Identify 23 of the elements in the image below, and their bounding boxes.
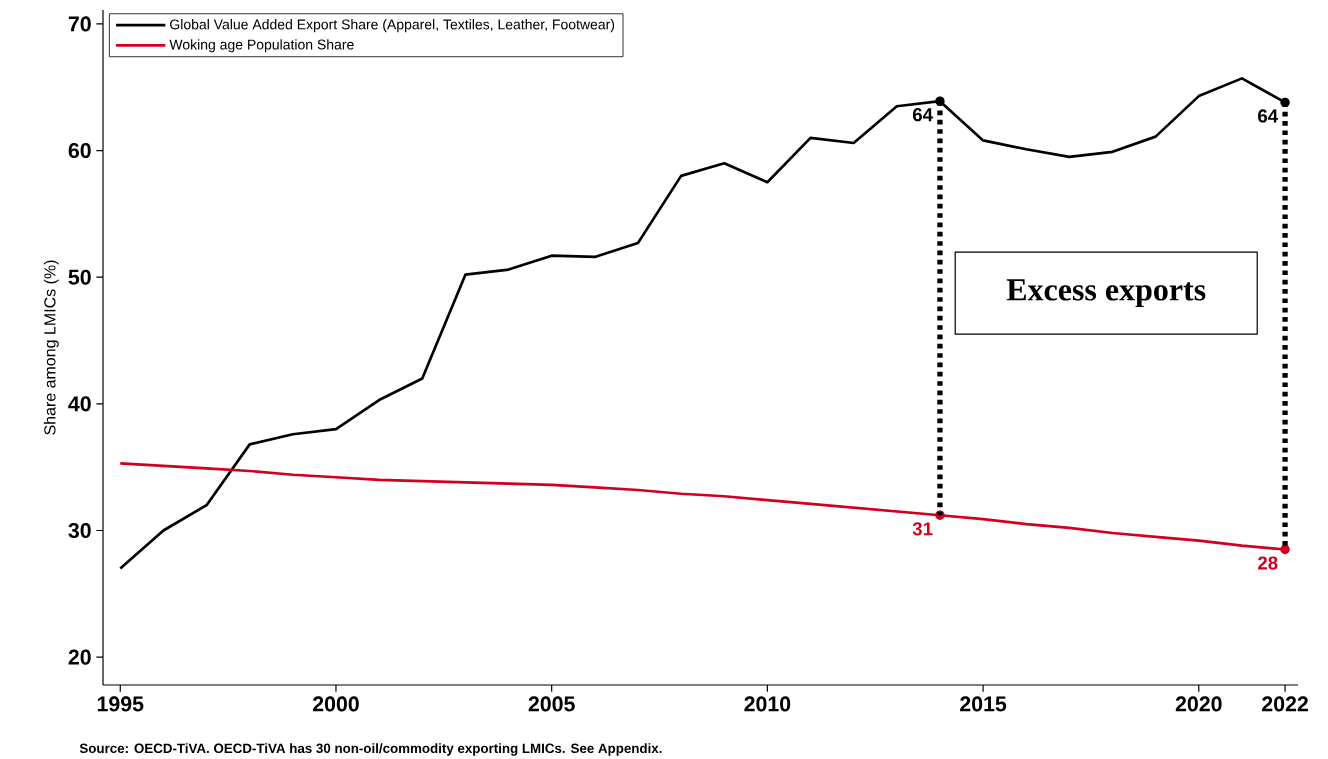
x-tick-label: 2020: [1175, 696, 1222, 712]
source-note: Source: OECD-TiVA. OECD-TiVA has 30 non-oil/commodity exporting LMICs. See Appendix.: [79, 743, 662, 756]
x-tick-label: 2022: [1262, 696, 1308, 712]
x-tick-label: 2015: [960, 696, 1007, 712]
data-label: 31: [912, 522, 933, 536]
x-tick-label: 1995: [97, 696, 144, 712]
x-tick-label: 2000: [312, 696, 359, 712]
y-tick-label: 60: [68, 143, 91, 159]
annotation: Excess exports: [1006, 279, 1206, 308]
y-tick-label: 30: [68, 522, 91, 539]
data-label: 64: [1258, 109, 1279, 123]
legend-label: Woking age Population Share: [169, 39, 354, 53]
y-tick-label: 40: [68, 396, 91, 412]
data-label: 64: [912, 108, 933, 122]
y-tick-label: 70: [68, 16, 91, 32]
legend-label: Global Value Added Export Share (Apparel, Textiles, Leather, Footwear): [170, 19, 615, 33]
data-label: 28: [1258, 556, 1278, 570]
x-tick-label: 2005: [528, 696, 575, 712]
x-tick-label: 2010: [744, 696, 791, 712]
y-tick-label: 20: [68, 649, 91, 665]
y-axis-title: Share among LMICs (%): [43, 260, 59, 435]
point: [1280, 544, 1290, 555]
y-tick-label: 50: [68, 269, 91, 285]
